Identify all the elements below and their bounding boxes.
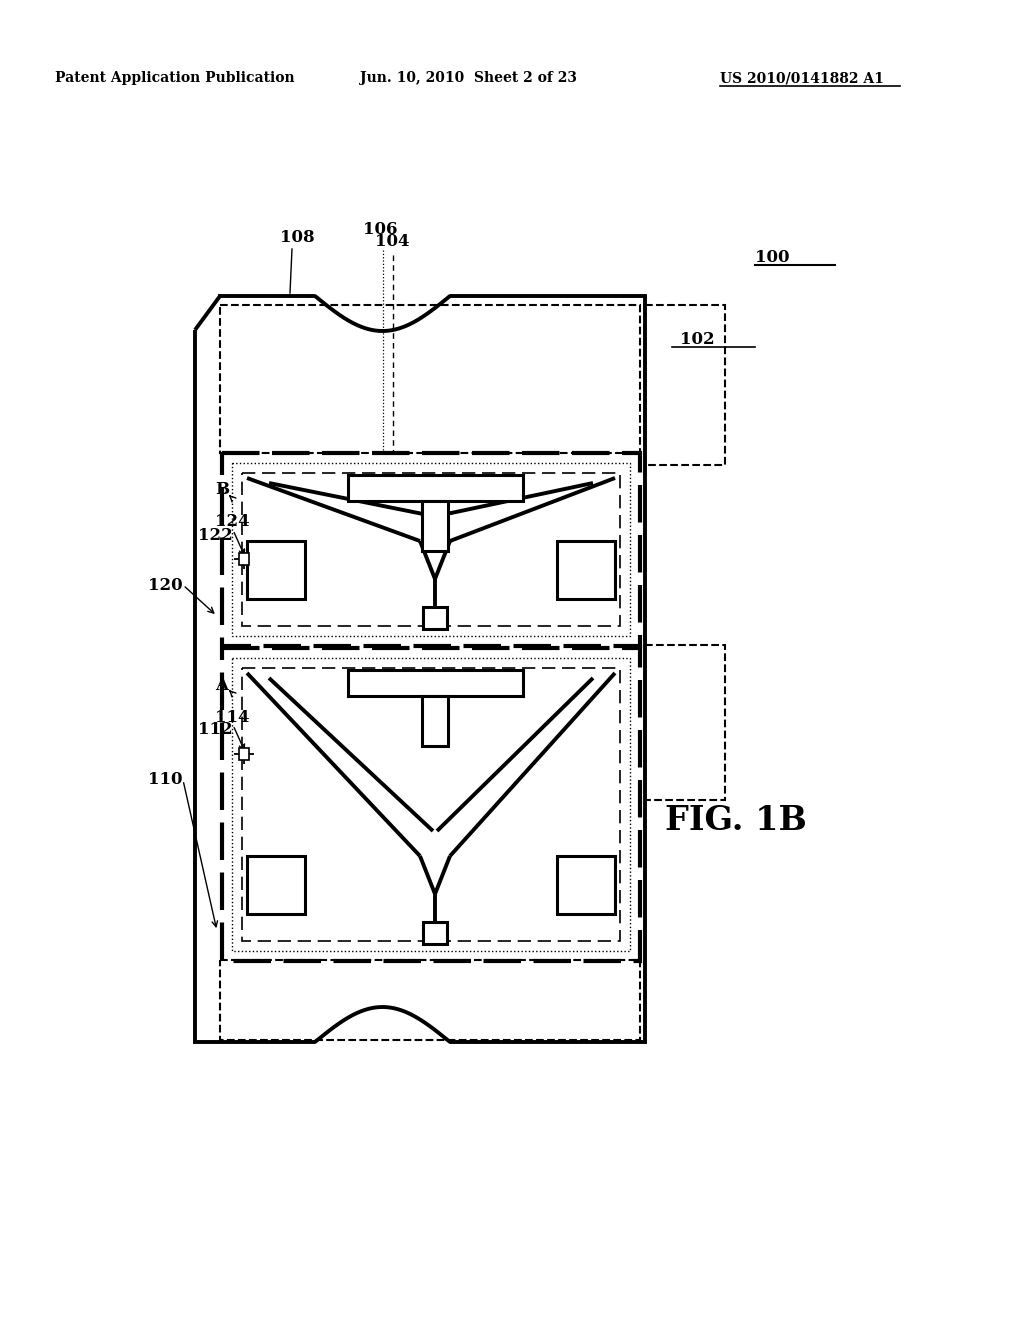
Bar [242,473,620,626]
Text: A: A [215,676,228,693]
Bar [239,748,249,760]
Text: 112: 112 [198,722,232,738]
Bar [557,541,615,599]
Bar [348,475,523,502]
Bar [422,502,449,550]
Bar [348,671,523,696]
Bar [247,855,305,913]
Text: 122: 122 [198,527,232,544]
Text: 110: 110 [148,771,182,788]
Text: 106: 106 [362,222,397,239]
Bar [222,453,640,645]
Bar [220,960,640,1040]
Text: Patent Application Publication: Patent Application Publication [55,71,295,84]
Bar [557,855,615,913]
Text: 114: 114 [215,709,250,726]
Bar [645,645,725,800]
Text: 104: 104 [375,234,410,251]
Text: FIG. 1B: FIG. 1B [665,804,807,837]
Text: B: B [215,482,229,499]
Text: US 2010/0141882 A1: US 2010/0141882 A1 [720,71,884,84]
Bar [220,305,640,453]
Bar [232,463,630,636]
Bar [422,696,449,746]
Text: 102: 102 [680,331,715,348]
Bar [423,921,447,944]
Text: 108: 108 [280,230,314,247]
Text: Jun. 10, 2010  Sheet 2 of 23: Jun. 10, 2010 Sheet 2 of 23 [360,71,577,84]
Bar [423,607,447,630]
Text: 100: 100 [755,249,790,267]
Text: 124: 124 [215,513,250,531]
Bar [645,305,725,465]
Bar [239,553,249,565]
Bar [247,541,305,599]
Bar [232,657,630,950]
Bar [222,648,640,961]
Text: 120: 120 [148,577,182,594]
Bar [242,668,620,941]
